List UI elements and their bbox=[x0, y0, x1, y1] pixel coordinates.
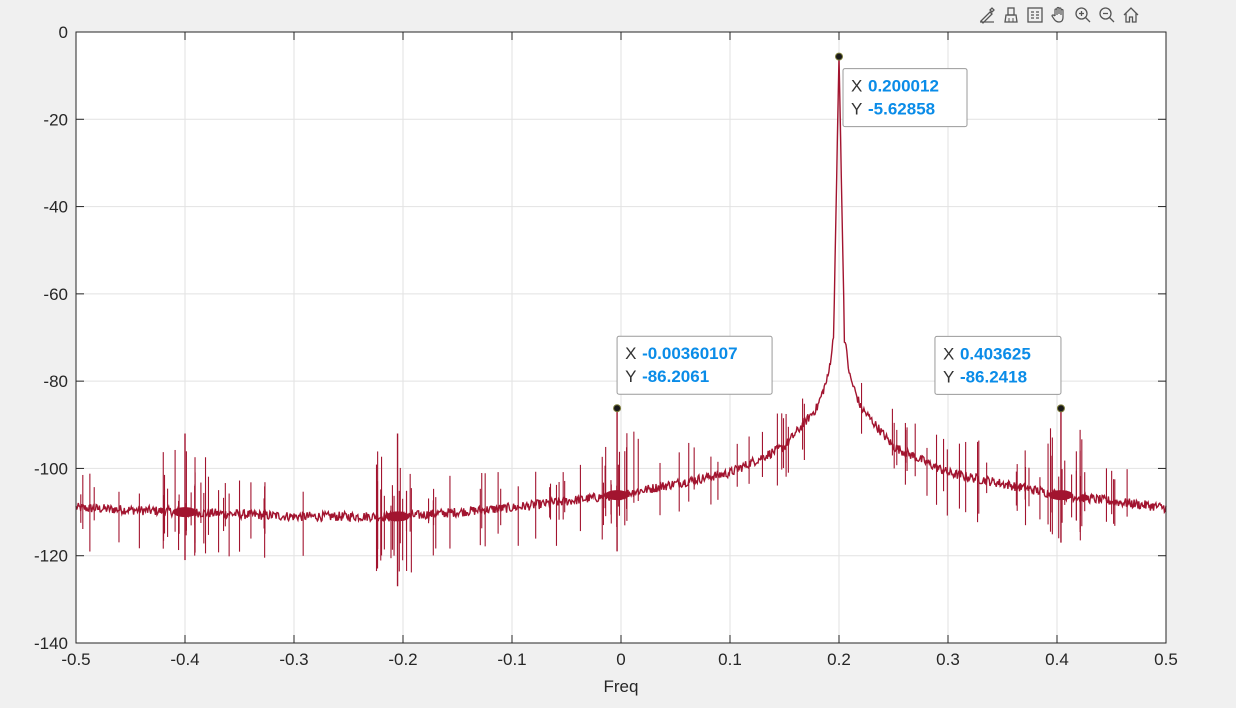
datatip-y-value: -86.2418 bbox=[960, 367, 1027, 386]
x-tick-label: -0.4 bbox=[170, 650, 199, 669]
x-tick-label: -0.2 bbox=[388, 650, 417, 669]
spur-base bbox=[173, 507, 197, 518]
y-tick-label: -120 bbox=[34, 547, 68, 566]
datatip-marker[interactable] bbox=[835, 52, 844, 61]
datatip-x-label: X bbox=[851, 77, 862, 96]
y-tick-label: -40 bbox=[43, 198, 68, 217]
datatip-y-label: Y bbox=[943, 367, 954, 386]
y-tick-label: -140 bbox=[34, 634, 68, 653]
edit-plot-icon[interactable] bbox=[976, 4, 998, 26]
datatip-box bbox=[616, 335, 773, 395]
datatip-y-label: Y bbox=[851, 100, 862, 119]
spur-cluster bbox=[601, 408, 639, 552]
datatip-x-label: X bbox=[943, 344, 954, 363]
datatip-marker[interactable] bbox=[1056, 404, 1065, 413]
datatip-box bbox=[842, 68, 968, 128]
x-tick-label: -0.3 bbox=[279, 650, 308, 669]
datatip-y-label: Y bbox=[625, 367, 636, 386]
axis-ticks bbox=[75, 31, 1167, 644]
y-tick-label: 0 bbox=[59, 23, 68, 42]
zoom-in-icon[interactable] bbox=[1072, 4, 1094, 26]
pan-icon[interactable] bbox=[1048, 4, 1070, 26]
datatip[interactable]: X 0.403625 Y -86.2418 bbox=[934, 335, 1065, 413]
zoom-out-icon[interactable] bbox=[1096, 4, 1118, 26]
spur-base bbox=[1048, 490, 1073, 501]
datatip-x-value: 0.403625 bbox=[960, 344, 1031, 363]
spur-cluster bbox=[375, 433, 412, 587]
spectrum-trace bbox=[75, 56, 1167, 587]
x-tick-label: 0.5 bbox=[1154, 650, 1178, 669]
y-tick-label: -80 bbox=[43, 372, 68, 391]
y-tick-label: -60 bbox=[43, 285, 68, 304]
datatip-y-value: -86.2061 bbox=[642, 367, 709, 386]
y-tick-label: -100 bbox=[34, 459, 68, 478]
x-tick-label: 0.2 bbox=[827, 650, 851, 669]
spur-base bbox=[385, 511, 410, 522]
x-tick-label: -0.5 bbox=[61, 650, 90, 669]
x-tick-label: 0.3 bbox=[936, 650, 960, 669]
y-tick-labels: 0 -20 -40 -60 -80 -100 -120 -140 bbox=[34, 23, 68, 653]
x-tick-label: 0.1 bbox=[718, 650, 742, 669]
brush-icon[interactable] bbox=[1000, 4, 1022, 26]
datatip-x-value: 0.200012 bbox=[868, 77, 939, 96]
y-tick-label: -20 bbox=[43, 110, 68, 129]
datatip-y-value: -5.62858 bbox=[868, 100, 935, 119]
datatip[interactable]: X -0.00360107 Y -86.2061 bbox=[613, 335, 773, 413]
spur-base bbox=[605, 490, 630, 501]
legend-icon[interactable] bbox=[1024, 4, 1046, 26]
spur-cluster bbox=[162, 433, 207, 561]
datatip[interactable]: X 0.200012 Y -5.62858 bbox=[835, 52, 968, 128]
x-tick-label: 0 bbox=[616, 650, 625, 669]
x-axis-label: Freq bbox=[604, 677, 639, 696]
datatip-x-value: -0.00360107 bbox=[642, 344, 737, 363]
datatip-box bbox=[934, 335, 1062, 395]
datatip-marker[interactable] bbox=[613, 404, 622, 413]
axes-toolbar bbox=[976, 2, 1142, 28]
datatip-x-label: X bbox=[625, 344, 636, 363]
x-tick-labels: -0.5 -0.4 -0.3 -0.2 -0.1 0 0.1 0.2 0.3 0.4 0.5 bbox=[61, 650, 1177, 669]
home-icon[interactable] bbox=[1120, 4, 1142, 26]
x-tick-label: 0.4 bbox=[1045, 650, 1069, 669]
spur-cluster bbox=[1039, 408, 1083, 543]
x-tick-label: -0.1 bbox=[497, 650, 526, 669]
